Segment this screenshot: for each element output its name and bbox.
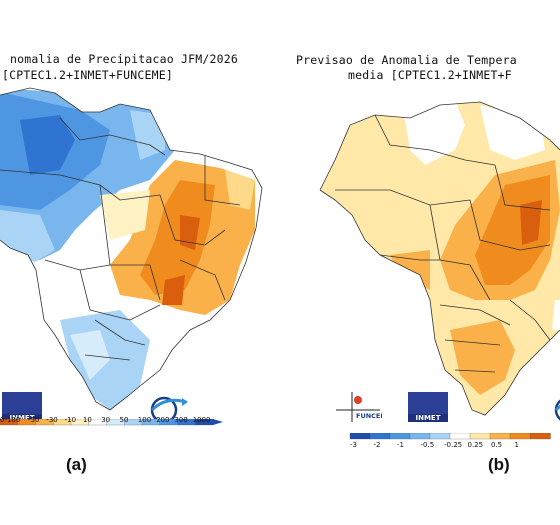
colorbar-segment <box>449 433 471 440</box>
precipitation-title-line2: [CPTEC1.2+INMET+FUNCEME] <box>2 68 173 82</box>
state-borders <box>319 101 560 416</box>
colorbar-segment <box>369 433 391 440</box>
colorbar-segment <box>349 433 371 440</box>
colorbar-segment <box>409 433 431 440</box>
colorbar-tick: -10 <box>64 416 77 424</box>
temperature-title-line1: Previsao de Anomalia de Tempera <box>296 53 517 67</box>
precipitation-colorbar-tick: 0-100 <box>0 416 21 424</box>
colorbar-segment <box>469 433 491 440</box>
colorbar-tick: 10 <box>82 416 92 424</box>
precipitation-colorbar <box>0 419 223 426</box>
colorbar-tick: -0.5 <box>420 441 435 449</box>
precipitation-map <box>0 87 263 411</box>
funceme-logo: FUNCEME <box>336 392 382 422</box>
precipitation-anomaly-fill <box>0 88 262 410</box>
colorbar-tick: 30 <box>101 416 111 424</box>
colorbar-tick: -30 <box>46 416 58 424</box>
panel-caption-a: (a) <box>66 455 87 474</box>
colorbar-segment <box>429 433 451 440</box>
colorbar-tick: 1 <box>514 441 519 449</box>
colorbar-segment <box>389 433 411 440</box>
colorbar-tick: -3 <box>350 441 357 449</box>
colorbar-tick: -0.25 <box>444 441 463 449</box>
colorbar-segment <box>509 433 531 440</box>
svg-text:FUNCEME: FUNCEME <box>356 412 382 420</box>
colorbar-tick: 0.5 <box>491 441 503 449</box>
colorbar-arrow <box>213 419 223 425</box>
cptec-logo <box>554 399 560 421</box>
temperature-panel: Previsao de Anomalia de Tempera media [C… <box>280 0 560 525</box>
colorbar-tick: 300 <box>174 416 188 424</box>
colorbar-tick: 50 <box>119 416 129 424</box>
temperature-colorbar <box>349 433 551 440</box>
colorbar-tick: 0.25 <box>467 441 484 449</box>
colorbar-segment <box>489 433 511 440</box>
temperature-title-line2: media [CPTEC1.2+INMET+F <box>348 68 512 82</box>
colorbar-tick: -1 <box>397 441 404 449</box>
colorbar-tick: -50 <box>28 416 40 424</box>
panel-caption-b: (b) <box>488 455 510 474</box>
colorbar-tick: 200 <box>156 416 170 424</box>
inmet-logo: INMET <box>408 392 448 422</box>
inmet-logo: INMET <box>2 392 42 422</box>
precipitation-panel: nomalia de Precipitacao JFM/2026 [CPTEC1… <box>0 52 263 474</box>
colorbar-tick: 100 <box>137 416 152 424</box>
state-borders <box>0 87 263 411</box>
colorbar-segment <box>529 433 551 440</box>
temperature-map <box>319 101 560 416</box>
colorbar-tick: -2 <box>373 441 381 449</box>
precipitation-title-line1: nomalia de Precipitacao JFM/2026 <box>10 52 238 66</box>
colorbar-tick: 1000 <box>192 416 211 424</box>
